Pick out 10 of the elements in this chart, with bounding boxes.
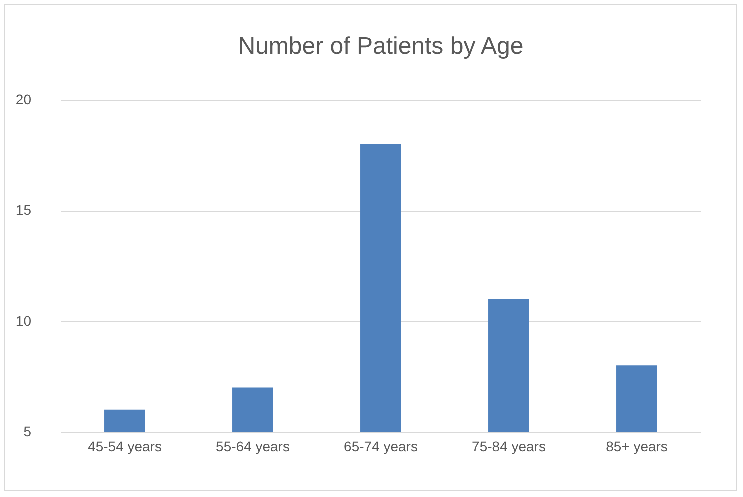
y-tick-label: 20 [16,92,32,108]
chart-title: Number of Patients by Age [238,33,524,60]
x-tick-label: 55-64 years [216,438,290,454]
y-tick-label: 15 [16,202,32,218]
x-tick-label: 75-84 years [472,438,546,454]
x-tick-label: 65-74 years [344,438,418,454]
x-tick-label: 45-54 years [88,438,162,454]
y-tick-label: 5 [24,424,32,440]
x-tick-label: 85+ years [606,438,668,454]
y-tick-label: 10 [16,312,32,329]
